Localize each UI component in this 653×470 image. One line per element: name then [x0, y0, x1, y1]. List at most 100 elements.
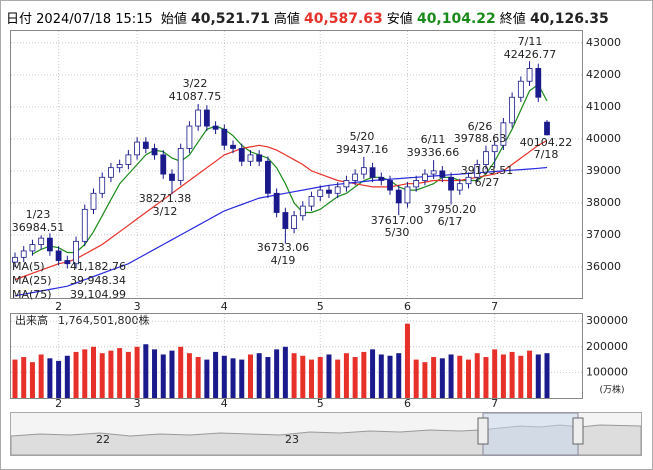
volume-bar [431, 357, 437, 398]
volume-bar [413, 359, 419, 398]
annotation-price: 36733.06 [257, 241, 310, 254]
volume-bar [492, 349, 498, 398]
volume-bar [439, 358, 445, 398]
x-tick-label: 2 [55, 397, 62, 410]
x-tick-label: 7 [491, 397, 498, 410]
x-tick-label: 3 [134, 397, 141, 410]
x-tick-label: 6 [404, 300, 411, 313]
candle-body [343, 180, 350, 188]
volume-bar [12, 359, 18, 398]
annotation-price: 39336.66 [407, 146, 460, 159]
candle-body [29, 244, 36, 252]
volume-bar [474, 353, 480, 398]
volume-bar [535, 354, 541, 398]
candle-body [422, 173, 428, 181]
volume-bar [483, 357, 489, 398]
volume-bar [396, 353, 402, 398]
candle-body [247, 154, 254, 162]
volume-bar [361, 351, 367, 398]
volume-bar [422, 362, 428, 398]
candle-body [134, 141, 140, 156]
candle-body [326, 189, 332, 194]
legend-name: MA(25) [12, 274, 52, 287]
candle-body [108, 167, 114, 178]
candle-body [73, 240, 79, 265]
annotation-date: 6/11 [421, 133, 446, 146]
candle-body [474, 164, 481, 178]
legend-value: 39,948.34 [70, 274, 126, 287]
candle-body [212, 125, 219, 130]
navigator-label: 22 [96, 433, 110, 446]
x-tick-label: 4 [221, 397, 228, 410]
candle-body [177, 148, 184, 181]
annotation-price: 39103.51 [461, 164, 514, 177]
field-value: 40,126.35 [529, 11, 609, 27]
price-fields: 始値 40,521.71 高値 40,587.63 安値 40,104.22 終値 4… [157, 11, 609, 27]
volume-bar [134, 346, 140, 398]
field-value: 40,521.71 [190, 11, 270, 27]
volume-tick-label: 200000 [586, 340, 628, 353]
legend-value: 39,104.99 [70, 288, 126, 301]
annotation-date: 6/27 [475, 176, 500, 189]
candle-body [291, 215, 297, 229]
volume-panel [10, 313, 583, 399]
annotation-date: 3/22 [183, 77, 208, 90]
candle-body [195, 109, 202, 127]
volume-bar [387, 355, 393, 398]
volume-bar [291, 353, 297, 398]
candle-body [151, 148, 158, 156]
volume-bar [99, 353, 105, 398]
volume-title: 出来高 [15, 313, 48, 327]
candle-body [526, 68, 533, 82]
field-value: 40,104.22 [416, 11, 496, 27]
candle-body [55, 250, 62, 261]
volume-total: 1,764,501,800株 [58, 313, 149, 327]
candle-body [465, 176, 472, 185]
field-value: 40,587.63 [303, 11, 383, 27]
field-label: 安値 [386, 12, 413, 27]
candle-body [169, 173, 175, 181]
x-tick-label: 5 [317, 397, 324, 410]
volume-tick-label: 300000 [586, 314, 628, 327]
candle-body [125, 154, 132, 165]
candle-body [256, 154, 263, 162]
candle-body [360, 167, 367, 175]
volume-bar [125, 351, 131, 398]
volume-unit: (万株) [599, 384, 624, 396]
y-tick-label: 36000 [586, 260, 621, 273]
candle-body [273, 192, 280, 213]
annotation-date: 3/12 [153, 205, 178, 218]
field-label: 高値 [273, 12, 300, 27]
annotation-date: 7/11 [518, 35, 543, 48]
annotation-date: 5/30 [385, 226, 410, 239]
candle-body [12, 256, 18, 263]
candle-body [509, 96, 516, 124]
x-tick-label: 7 [491, 300, 498, 313]
candle-body [203, 109, 210, 127]
annotation-price: 38271.38 [139, 192, 192, 205]
navigator-label: 23 [285, 433, 299, 446]
navigator-handle-left[interactable] [477, 417, 489, 445]
candle-body [395, 189, 402, 204]
navigator-window[interactable] [482, 412, 579, 456]
annotation-price: 37617.00 [371, 214, 424, 227]
candle-body [378, 176, 385, 181]
volume-bar [282, 346, 288, 398]
candle-body [299, 205, 306, 217]
candle-body [20, 250, 27, 258]
candle-body [387, 180, 393, 191]
volume-bar [213, 351, 219, 398]
volume-bar [38, 354, 44, 398]
candle-body [116, 164, 123, 169]
candle-body [99, 176, 106, 194]
volume-bar [152, 349, 158, 398]
volume-bar [160, 354, 166, 398]
volume-bar [90, 346, 96, 398]
annotation-date: 5/20 [350, 130, 375, 143]
volume-bar [343, 353, 349, 398]
volume-bar [274, 349, 280, 398]
annotation-price: 41087.75 [169, 90, 222, 103]
navigator-handle-right[interactable] [572, 417, 584, 445]
candle-body [282, 212, 289, 229]
